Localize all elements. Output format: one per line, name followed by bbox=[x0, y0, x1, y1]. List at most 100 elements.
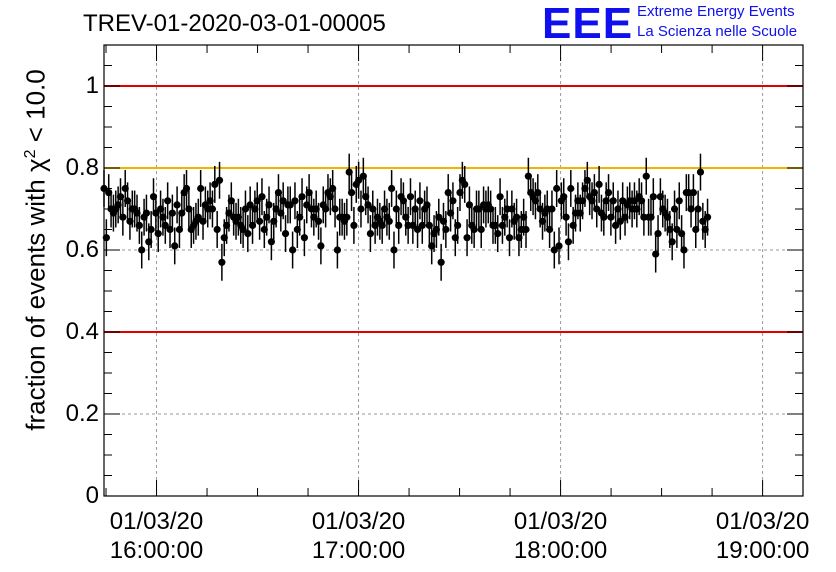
data-point bbox=[343, 213, 351, 221]
data-point bbox=[696, 168, 705, 176]
data-point bbox=[461, 180, 469, 188]
data-point bbox=[213, 225, 221, 234]
data-point bbox=[694, 205, 702, 213]
y-axis-label-prefix: fraction of events with χ bbox=[20, 158, 51, 431]
data-point bbox=[406, 193, 415, 201]
data-point bbox=[246, 201, 254, 209]
data-point bbox=[355, 176, 363, 184]
data-point bbox=[300, 234, 308, 242]
x-tick-time: 16:00:00 bbox=[109, 537, 204, 564]
data-point bbox=[291, 197, 299, 205]
plot-frame bbox=[103, 44, 804, 497]
data-point bbox=[425, 221, 433, 229]
data-point bbox=[279, 197, 287, 205]
data-point bbox=[475, 205, 483, 213]
data-point bbox=[477, 225, 485, 234]
data-point bbox=[548, 205, 556, 213]
data-point bbox=[562, 213, 570, 221]
data-point bbox=[173, 201, 181, 209]
data-point bbox=[411, 205, 419, 213]
chart-title: TREV-01-2020-03-01-00005 bbox=[83, 10, 386, 37]
y-tick-label: 0.6 bbox=[65, 236, 99, 263]
data-point bbox=[314, 217, 323, 225]
data-point bbox=[649, 193, 657, 201]
data-point bbox=[244, 230, 252, 238]
data-point bbox=[395, 221, 403, 229]
data-point bbox=[413, 225, 422, 234]
data-point bbox=[442, 225, 450, 234]
data-point bbox=[239, 225, 247, 234]
data-point bbox=[560, 193, 568, 201]
data-point bbox=[463, 234, 471, 242]
data-point bbox=[465, 201, 474, 209]
data-point bbox=[281, 230, 290, 238]
data-point bbox=[138, 246, 146, 254]
data-point bbox=[652, 250, 660, 258]
data-point bbox=[253, 197, 261, 205]
data-point bbox=[357, 205, 365, 213]
data-point bbox=[444, 189, 452, 197]
data-point bbox=[388, 184, 396, 193]
data-point bbox=[359, 172, 367, 180]
data-point bbox=[435, 213, 443, 221]
data-point bbox=[164, 197, 172, 205]
data-point bbox=[680, 246, 688, 254]
data-point bbox=[673, 225, 681, 234]
y-axis-label-sup: 2 bbox=[21, 149, 39, 159]
data-point bbox=[505, 234, 514, 242]
data-point bbox=[267, 238, 275, 246]
data-point bbox=[494, 230, 502, 238]
data-point bbox=[512, 213, 521, 221]
x-tick-date: 01/03/20 bbox=[311, 508, 406, 535]
data-point bbox=[211, 180, 219, 188]
data-point bbox=[274, 189, 283, 197]
data-point bbox=[208, 205, 217, 213]
data-point bbox=[423, 201, 431, 209]
data-point bbox=[545, 225, 554, 234]
y-tick-label: 0.8 bbox=[65, 154, 99, 181]
x-tick-date: 01/03/20 bbox=[513, 508, 608, 535]
logo-caption-line1: Extreme Energy Events bbox=[637, 3, 795, 20]
x-tick-label: 01/03/20 16:00:00 bbox=[110, 507, 203, 565]
data-point bbox=[123, 197, 132, 205]
data-point bbox=[119, 213, 127, 221]
data-point bbox=[555, 242, 563, 250]
data-point bbox=[654, 230, 662, 238]
data-point bbox=[366, 230, 375, 238]
data-point bbox=[604, 189, 613, 197]
data-point bbox=[135, 221, 143, 229]
data-point bbox=[385, 217, 393, 225]
y-tick-label: 1 bbox=[85, 72, 99, 99]
data-point bbox=[689, 189, 698, 197]
data-point bbox=[616, 217, 624, 225]
data-point bbox=[329, 184, 337, 193]
data-point bbox=[703, 213, 712, 221]
logo-caption-line2: La Scienza nelle Scuole bbox=[637, 23, 798, 40]
data-point bbox=[670, 205, 679, 213]
data-point bbox=[296, 213, 304, 221]
data-point bbox=[218, 258, 226, 266]
data-point bbox=[289, 246, 297, 254]
data-point bbox=[147, 225, 155, 234]
data-point bbox=[345, 168, 353, 176]
y-tick-label: 0.4 bbox=[65, 318, 99, 345]
data-point bbox=[470, 225, 478, 234]
data-point bbox=[161, 221, 169, 229]
y-tick-label: 0.2 bbox=[65, 400, 99, 427]
x-tick-label: 01/03/20 17:00:00 bbox=[312, 507, 405, 565]
data-point bbox=[522, 225, 530, 234]
y-tick-label: 0 bbox=[85, 482, 99, 509]
eee-logo: EEE bbox=[542, 0, 634, 48]
data-point bbox=[185, 205, 193, 213]
data-point bbox=[116, 193, 125, 201]
data-point bbox=[692, 225, 700, 234]
data-point bbox=[564, 238, 573, 246]
data-point bbox=[416, 197, 424, 205]
data-point bbox=[317, 242, 325, 250]
data-point bbox=[496, 193, 504, 201]
data-point bbox=[152, 209, 160, 217]
data-point bbox=[593, 205, 601, 213]
data-point bbox=[609, 197, 617, 205]
data-point bbox=[182, 184, 191, 193]
